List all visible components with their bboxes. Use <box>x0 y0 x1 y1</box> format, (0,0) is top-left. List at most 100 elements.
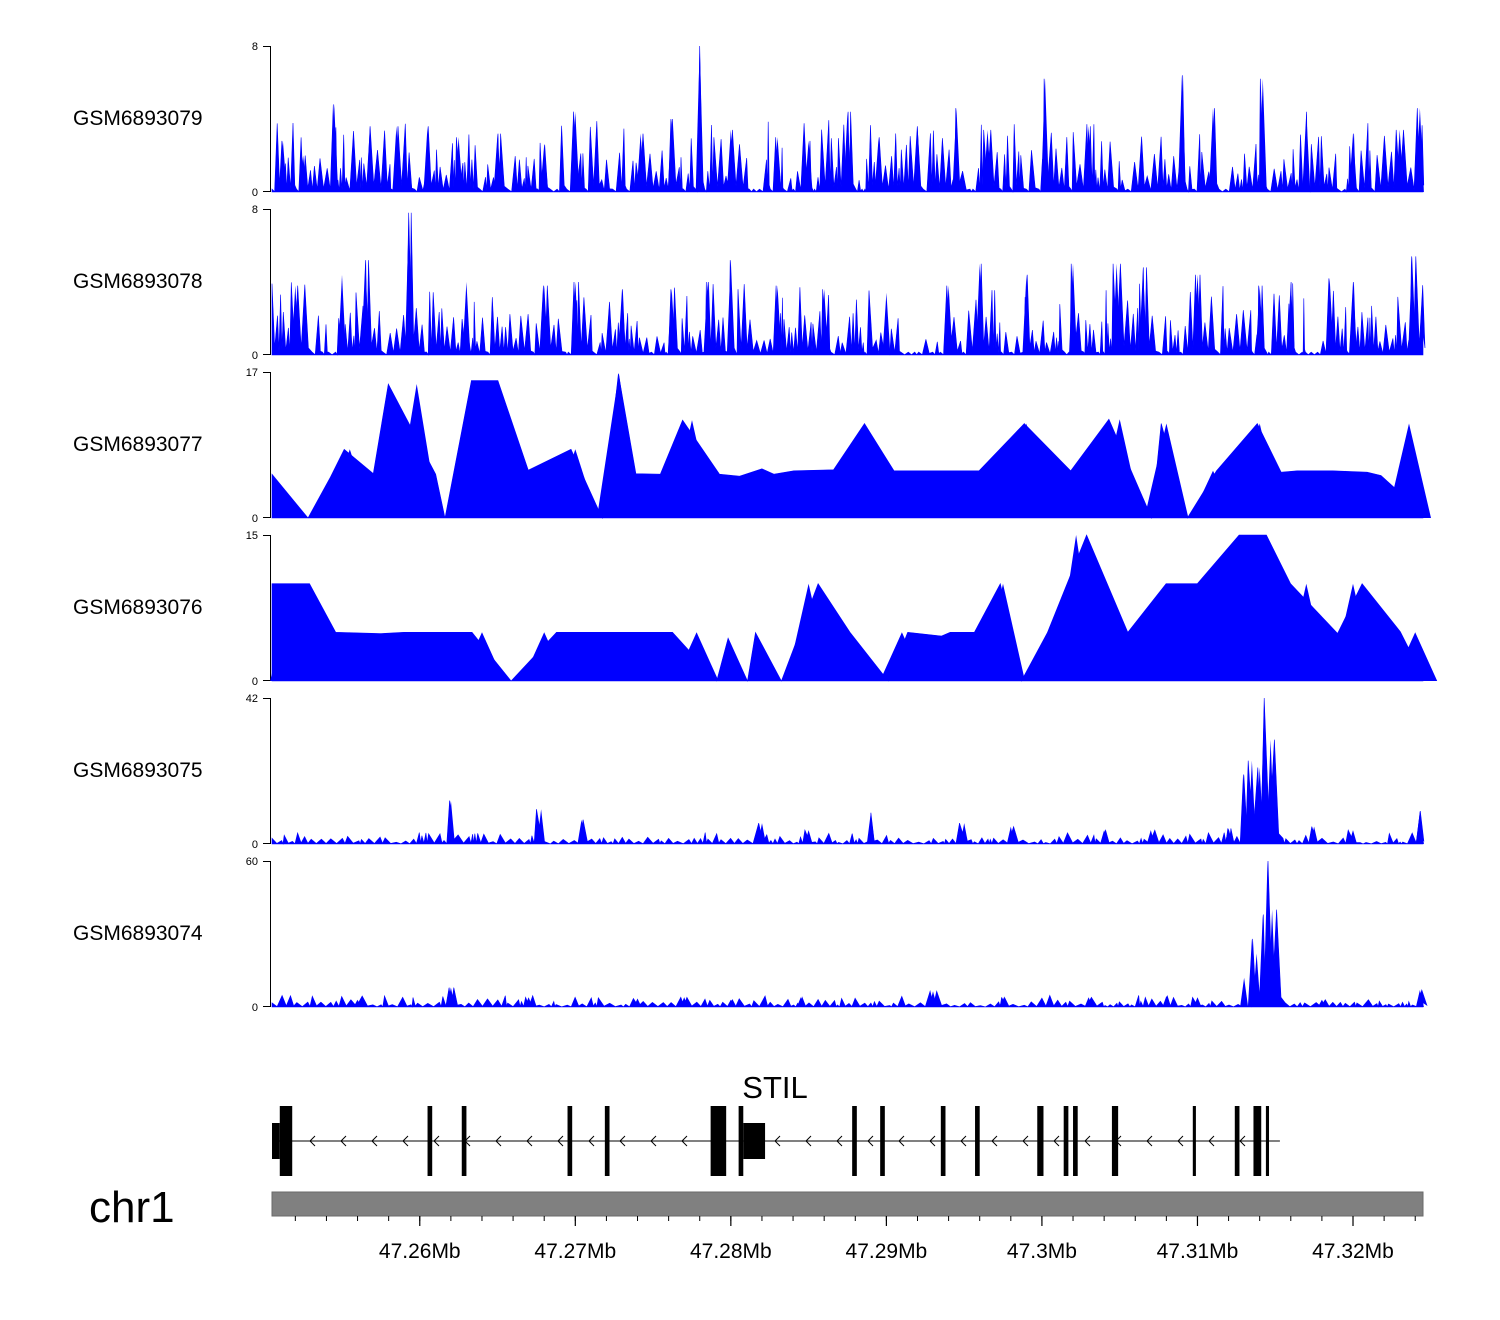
signal-peak <box>796 997 805 1007</box>
signal-peak <box>1266 739 1275 844</box>
signal-peak <box>1317 999 1326 1007</box>
strand-arrow <box>526 1135 533 1147</box>
gene-exon <box>1073 1106 1078 1176</box>
signal-peak <box>957 470 1002 518</box>
strand-arrow <box>867 1135 874 1147</box>
y-axis-min-label: 0 <box>252 676 258 688</box>
y-axis-max-label: 60 <box>246 856 258 868</box>
chromosome-axis: chr1 47.26Mb 47.27Mb 47.28Mb 47.29Mb 47.3Mb 47… <box>89 1183 1424 1263</box>
signal-peak <box>361 260 370 355</box>
y-axis-max-label: 8 <box>252 41 258 53</box>
signal-peak <box>1408 256 1417 355</box>
track-label: GSM6893076 <box>73 596 203 619</box>
signal-peak <box>981 583 1025 681</box>
chromosome-ideogram-bar <box>271 1191 1424 1217</box>
signal-peak <box>299 155 308 192</box>
strand-arrow <box>557 1135 564 1147</box>
signal-peak <box>596 373 641 518</box>
strand-arrow <box>1084 1135 1091 1147</box>
signal-peak <box>1159 583 1204 681</box>
signal-peak <box>1325 278 1334 355</box>
signal-peak <box>804 140 813 192</box>
signal-peak <box>1252 953 1261 1007</box>
y-axis-max-label: 42 <box>246 693 258 705</box>
gene-exon <box>743 1123 766 1159</box>
signal-peak <box>1162 996 1171 1007</box>
signal-peak <box>1097 419 1142 518</box>
signal-peak <box>929 991 937 1007</box>
x-axis-tick-label: 47.29Mb <box>846 1240 928 1263</box>
signal-peak <box>446 800 455 844</box>
signal-peak <box>820 289 829 355</box>
strand-arrow <box>681 1135 688 1147</box>
signal-peak <box>1284 583 1329 681</box>
signal-peak <box>726 260 735 355</box>
strand-arrow <box>1239 1135 1246 1147</box>
x-axis-tick-label: 47.3Mb <box>1007 1240 1077 1263</box>
signal-peak <box>571 997 580 1007</box>
signal-peak <box>1415 811 1424 844</box>
signal-peak <box>703 282 712 355</box>
track-label: GSM6893078 <box>73 270 203 293</box>
signal-peak <box>1284 470 1329 518</box>
signal-peak <box>462 282 471 355</box>
y-axis-max-label: 8 <box>252 204 258 216</box>
strand-arrow <box>805 1135 812 1147</box>
strand-arrow <box>991 1135 998 1147</box>
signal-area <box>271 697 1425 845</box>
x-axis-tick-label: 47.26Mb <box>379 1240 461 1263</box>
signal-peak <box>674 632 719 681</box>
gene-exon <box>1063 1106 1069 1176</box>
signal-peak <box>1387 423 1431 518</box>
signal-peak <box>460 380 504 518</box>
gene-exon <box>1234 1106 1240 1176</box>
gene-exon <box>1037 1106 1044 1176</box>
signal-peak <box>423 126 432 192</box>
signal-peak <box>817 632 862 681</box>
signal-peak <box>1100 830 1109 844</box>
gene-exon <box>279 1106 293 1176</box>
signal-peak <box>773 137 782 192</box>
signal-peak <box>493 133 502 192</box>
signal-peak <box>1041 78 1049 192</box>
signal-peak <box>874 137 883 192</box>
signal-peak <box>1331 583 1375 681</box>
x-axis-tick-label: 47.32Mb <box>1312 1240 1394 1263</box>
track-label: GSM6893075 <box>73 759 203 782</box>
signal-peak <box>773 285 782 355</box>
signal-peak <box>804 830 813 844</box>
y-axis-min-label: 0 <box>252 1002 258 1014</box>
signal-peak <box>843 111 852 192</box>
signal-peak <box>394 384 439 518</box>
signal-peak <box>1006 826 1015 844</box>
strand-arrow <box>588 1135 595 1147</box>
signal-peak <box>1415 108 1424 192</box>
gene-exon <box>567 1106 573 1176</box>
signal-peak <box>1268 909 1277 1007</box>
signal-peak <box>1393 632 1438 681</box>
signal-peak <box>278 140 287 192</box>
signal-peak <box>1193 274 1202 355</box>
signal-peak <box>338 274 346 355</box>
signal-peak <box>942 632 987 681</box>
track-label: GSM6893079 <box>73 107 203 130</box>
signal-peak <box>454 137 463 192</box>
signal-peak <box>633 998 642 1007</box>
signal-peak <box>1004 423 1049 518</box>
signal-peak <box>1415 990 1424 1007</box>
signal-peak <box>1237 423 1282 518</box>
strand-arrow <box>402 1135 409 1147</box>
strand-arrow <box>371 1135 378 1147</box>
gene-exon <box>272 1123 280 1159</box>
signal-peak <box>397 632 442 681</box>
signal-peak <box>353 999 362 1007</box>
gene-exon <box>1253 1106 1262 1176</box>
signal-peak <box>1146 830 1155 844</box>
y-axis-min-label: 0 <box>252 187 258 199</box>
gene-exon <box>1265 1106 1270 1176</box>
signal-peak <box>889 470 934 518</box>
signal-peak <box>1349 830 1357 844</box>
signal-peak <box>1022 274 1031 355</box>
signal-peak <box>1084 126 1093 192</box>
signal-peak <box>1349 133 1357 192</box>
